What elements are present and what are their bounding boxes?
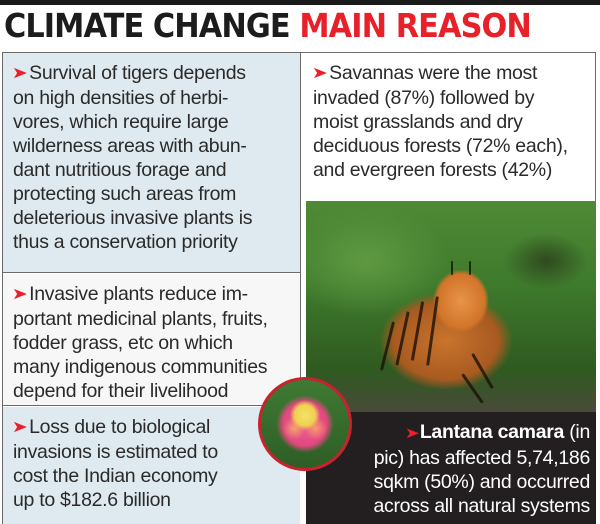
caption-text: across all natural systems [373,495,590,517]
panel-text-line: fodder grass, etc on which [13,332,233,354]
panel-text-line: Invasive plants reduce im- [29,283,248,305]
panel-text-line: up to $182.6 billion [13,489,171,511]
panel-text-line: moist grasslands and dry [313,111,523,133]
tiger-photo [306,201,596,412]
caption-text: pic) has affected 5,74,186 [373,447,591,469]
panel-text-line: and evergreen forests (42%) [313,159,553,181]
panel-text-line: many indigenous communities [13,356,268,378]
bullet-arrow-icon: ➤ [404,425,420,442]
panel-invasive-plants: ➤Invasive plants reduce im- portant medi… [3,274,300,406]
headline-highlight: MAIN REASON [299,6,531,45]
panel-text-line: dant nutritious forage and [13,159,227,181]
panel-text-line: Loss due to biological [29,416,211,438]
panel-economic-loss: ➤Loss due to biological invasions is est… [3,407,300,524]
panel-savannas: ➤Savannas were the most invaded (87%) fo… [301,53,595,199]
panel-text-line: Survival of tigers depends [29,62,246,84]
panel-text-line: invasions is estimated to [13,441,218,463]
caption-text: (in [564,421,590,443]
bullet-arrow-icon: ➤ [11,286,28,303]
top-rule [0,0,600,5]
panel-text-line: invaded (87%) followed by [313,87,535,109]
panel-text-line: deciduous forests (72% each), [313,135,568,157]
panel-text-line: wilderness areas with abun- [13,135,247,157]
panel-text-line: thus a conservation priority [13,231,238,253]
panel-text-line: Savannas were the most [329,62,538,84]
panel-text-line: on high densities of herbi- [13,87,229,109]
lantana-flower-inset [258,377,352,471]
panel-text-line: depend for their livelihood [13,380,229,402]
panel-tiger-survival: ➤Survival of tigers depends on high dens… [3,53,300,273]
panel-text-line: portant medicinal plants, fruits, [13,308,268,330]
headline-primary: CLIMATE CHANGE [4,6,291,45]
panel-text-line: vores, which require large [13,111,229,133]
panel-text-line: deleterious invasive plants is [13,207,253,229]
column-divider [300,53,301,406]
lantana-caption: ➤Lantana camara (in pic) has affected 5,… [306,412,596,524]
panel-text-line: cost the Indian economy [13,465,218,487]
bullet-arrow-icon: ➤ [11,419,28,436]
species-name: Lantana camara [419,421,565,443]
bullet-arrow-icon: ➤ [11,65,28,82]
bullet-arrow-icon: ➤ [311,65,328,82]
headline: CLIMATE CHANGE MAIN REASON [4,6,552,46]
panel-text-line: protecting such areas from [13,183,237,205]
caption-text: sqkm (50%) and occurred [373,471,591,493]
